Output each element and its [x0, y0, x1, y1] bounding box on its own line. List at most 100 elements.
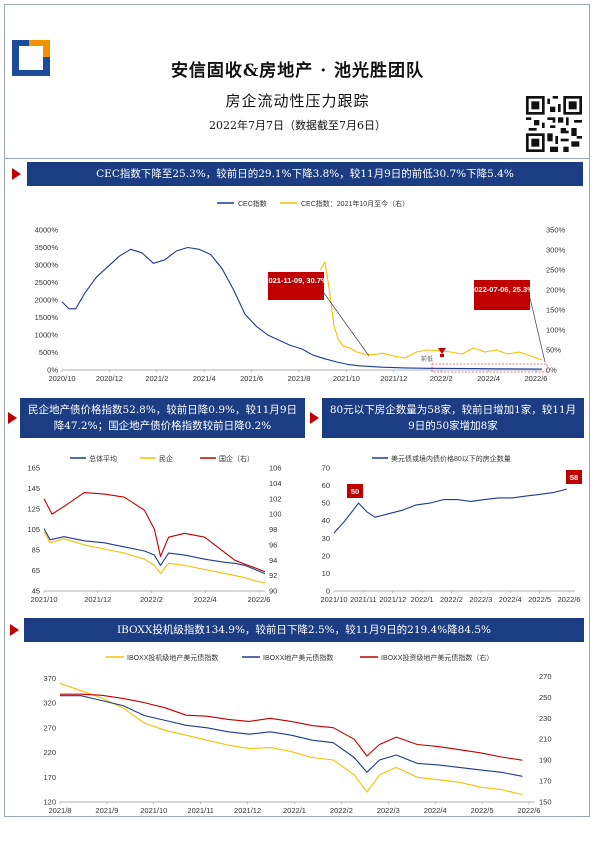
x-tick-label: 2021/10 [30, 595, 57, 604]
anno-label: 2022-07-06, 25.3% [470, 285, 534, 294]
iboxx-legend: IBOXX投机级地产美元债指数 IBOXX地产美元债指数 IBOXX投资级地产美… [106, 653, 493, 662]
y-tick-label: 2000% [35, 296, 59, 305]
legend-all: IBOXX地产美元债指数 [263, 653, 333, 662]
y-tick-label: 30 [322, 534, 330, 543]
y-tick-label-right: 350% [546, 226, 566, 235]
data-date: 2022年7月7日（数据截至7月6日） [209, 119, 386, 132]
anno-value: 58 [570, 473, 578, 482]
anno-label: 2021-11-09, 30.7% [264, 276, 328, 285]
x-tick-label: 2022/1 [411, 595, 434, 604]
below80-banner: 80元以下房企数量为58家，较前日增加1家，较11月9日的50家增加8家 [322, 398, 584, 438]
series-line [43, 492, 266, 573]
cec-annotation-1: 2021-11-09, 30.7% [264, 272, 370, 357]
series-line [43, 531, 266, 584]
x-tick-label: 2021/12 [380, 374, 407, 383]
banner-marker [8, 412, 17, 424]
below80-chart: 美元债或境内债价格80以下的房企数量 0 10 20 30 40 50 60 70 2021/1… [320, 454, 582, 604]
y-tick-label: 3000% [35, 261, 59, 270]
y-tick-label: 65 [32, 566, 40, 575]
y-tick-label: 320 [43, 699, 56, 708]
below80-annotation-2: 58 [566, 470, 582, 484]
y-tick-label-right: 50% [546, 346, 561, 355]
y-tick-label-right: 150% [546, 306, 566, 315]
x-tick-label: 2021/12 [379, 595, 406, 604]
bond-price-plot [43, 492, 266, 584]
y-tick-label-right: 230 [539, 714, 552, 723]
qr-code [526, 96, 582, 152]
x-tick-label: 2021/6 [240, 374, 263, 383]
y-tick-label: 105 [27, 525, 40, 534]
y-tick-label-right: 102 [269, 494, 282, 503]
series-line [60, 693, 523, 761]
bond-price-chart: 总体平均 民企 国企（右） 45 65 85 105 125 145 165 90 92 94 96… [27, 454, 282, 604]
series-line [333, 488, 567, 534]
x-tick-label: 2022/4 [194, 595, 217, 604]
page-subtitle: 房企流动性压力跟踪 [225, 92, 370, 110]
y-tick-label: 85 [32, 546, 40, 555]
x-tick-label: 2022/5 [528, 595, 551, 604]
y-tick-label-right: 0% [546, 366, 557, 375]
x-tick-label: 2021/2 [145, 374, 168, 383]
below80-legend: 美元债或境内债价格80以下的房企数量 [372, 454, 511, 463]
cec-annotation-2: 2022-07-06, 25.3% [470, 280, 546, 363]
y-tick-label-right: 250% [546, 266, 566, 275]
y-tick-label: 1500% [35, 313, 59, 322]
y-tick-label: 500% [39, 348, 59, 357]
y-tick-label: 125 [27, 505, 40, 514]
y-tick-label-right: 96 [269, 540, 277, 549]
y-tick-label: 3500% [35, 243, 59, 252]
x-tick-label: 2021/12 [234, 806, 261, 815]
y-tick-label-right: 104 [269, 479, 282, 488]
y-tick-label-right: 190 [539, 756, 552, 765]
y-tick-label-right: 270 [539, 672, 552, 681]
banner-marker [12, 168, 21, 180]
x-tick-label: 2022/6 [525, 374, 548, 383]
y-tick-label: 20 [322, 551, 330, 560]
x-tick-label: 2022/6 [558, 595, 581, 604]
header-divider [4, 158, 590, 159]
cec-plot [61, 246, 543, 370]
x-tick-label: 2022/3 [469, 595, 492, 604]
x-tick-label: 2021/8 [49, 806, 72, 815]
prior-low-label: 前低 [421, 355, 433, 363]
series-line [59, 682, 523, 796]
company-logo [12, 40, 50, 76]
cec-summary-banner: CEC指数下降至25.3%，较前日的29.1%下降3.8%，较11月9日的前低3… [27, 162, 583, 186]
y-tick-label: 370 [43, 674, 56, 683]
y-tick-label: 4000% [35, 226, 59, 235]
y-tick-label: 120 [43, 798, 56, 807]
y-tick-label: 0% [47, 366, 58, 375]
iboxx-chart: IBOXX投机级地产美元债指数 IBOXX地产美元债指数 IBOXX投资级地产美… [43, 653, 552, 815]
y-tick-label-right: 200% [546, 286, 566, 295]
x-tick-label: 2022/4 [499, 595, 522, 604]
anno-value: 50 [351, 487, 359, 496]
x-tick-label: 2022/2 [140, 595, 163, 604]
x-tick-label: 2022/2 [440, 595, 463, 604]
y-tick-label: 10 [322, 569, 330, 578]
x-tick-label: 2021/11 [187, 806, 214, 815]
y-tick-label: 60 [322, 481, 330, 490]
y-tick-label-right: 106 [269, 464, 282, 473]
y-tick-label-right: 150 [539, 798, 552, 807]
series-line [319, 261, 543, 361]
legend-cec: CEC指数 [238, 199, 267, 208]
series-line [43, 528, 266, 575]
series-line [60, 695, 523, 777]
y-tick-label: 0 [326, 587, 330, 596]
legend-ig: IBOXX投资级地产美元债指数（右） [381, 653, 493, 662]
legend-average: 总体平均 [89, 454, 117, 463]
iboxx-summary-banner: IBOXX投机级指数134.9%，较前日下降2.5%，较11月9日的219.4%… [24, 618, 584, 642]
legend-below80: 美元债或境内债价格80以下的房企数量 [391, 454, 511, 463]
x-tick-label: 2022/2 [330, 806, 353, 815]
x-tick-label: 2022/4 [424, 806, 447, 815]
y-tick-label: 220 [43, 748, 56, 757]
x-tick-label: 2022/4 [477, 374, 500, 383]
bond-price-legend: 总体平均 民企 国企（右） [70, 454, 254, 463]
x-tick-label: 2022/1 [283, 806, 306, 815]
x-tick-label: 2022/6 [518, 806, 541, 815]
x-tick-label: 2022/3 [377, 806, 400, 815]
x-tick-label: 2021/10 [333, 374, 360, 383]
legend-soe: 国企（右） [219, 454, 254, 463]
y-tick-label-right: 90 [269, 587, 277, 596]
y-tick-label: 40 [322, 516, 330, 525]
